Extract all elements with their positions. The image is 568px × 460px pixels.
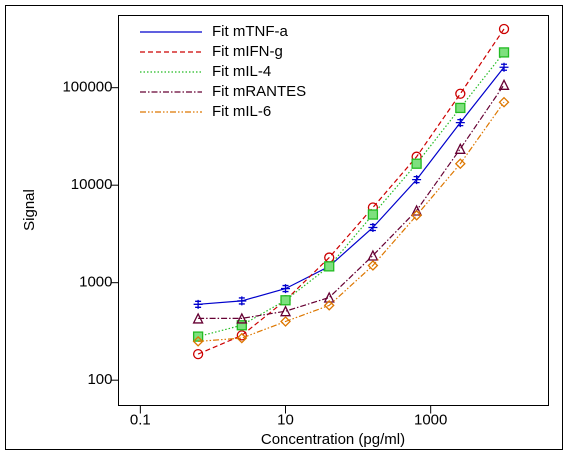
legend-label: Fit mIL-4 [212, 63, 271, 80]
x-axis-label: Concentration (pg/ml) [261, 431, 405, 448]
marker [498, 96, 510, 108]
marker [455, 88, 466, 99]
marker [367, 260, 379, 271]
x-tick-label: 1000 [414, 411, 447, 428]
marker [192, 312, 204, 324]
marker [193, 299, 203, 309]
marker [237, 296, 247, 306]
y-axis-label: Signal [21, 189, 38, 231]
legend-label: Fit mIFN-g [212, 43, 283, 60]
frame [5, 5, 563, 450]
marker [236, 330, 247, 341]
x-tick-label: 0.1 [130, 411, 151, 428]
fit-line [198, 101, 505, 342]
marker [411, 158, 422, 169]
y-tick-label: 100000 [62, 79, 112, 96]
legend-label: Fit mIL-6 [212, 103, 271, 120]
marker [323, 291, 335, 303]
marker [367, 209, 379, 220]
marker [367, 249, 379, 261]
marker [455, 102, 466, 114]
y-tick-label: 100 [87, 371, 112, 388]
y-tick-label: 10000 [71, 176, 113, 193]
fit-line [197, 28, 505, 355]
marker [323, 299, 335, 311]
marker [279, 305, 292, 317]
legend-label: Fit mTNF-a [212, 23, 288, 40]
marker [455, 118, 465, 128]
marker [236, 320, 247, 331]
marker [499, 62, 509, 72]
marker [280, 295, 291, 306]
fit-line [198, 84, 505, 319]
marker [236, 312, 248, 324]
marker [498, 47, 510, 58]
marker [454, 158, 466, 170]
x-tick-label: 10 [277, 411, 294, 428]
marker [498, 78, 510, 90]
marker [280, 316, 291, 327]
marker [324, 261, 335, 272]
marker [368, 223, 378, 233]
fit-line [198, 66, 505, 305]
marker [281, 284, 291, 294]
marker [498, 23, 510, 35]
marker [192, 335, 204, 347]
y-tick-label: 1000 [79, 274, 112, 291]
marker [454, 142, 466, 154]
marker [411, 209, 423, 221]
marker [412, 175, 422, 185]
legend-label: Fit mRANTES [212, 83, 306, 100]
fit-line [197, 52, 505, 338]
plot-area [118, 15, 549, 406]
marker [192, 348, 204, 360]
marker [236, 332, 248, 344]
